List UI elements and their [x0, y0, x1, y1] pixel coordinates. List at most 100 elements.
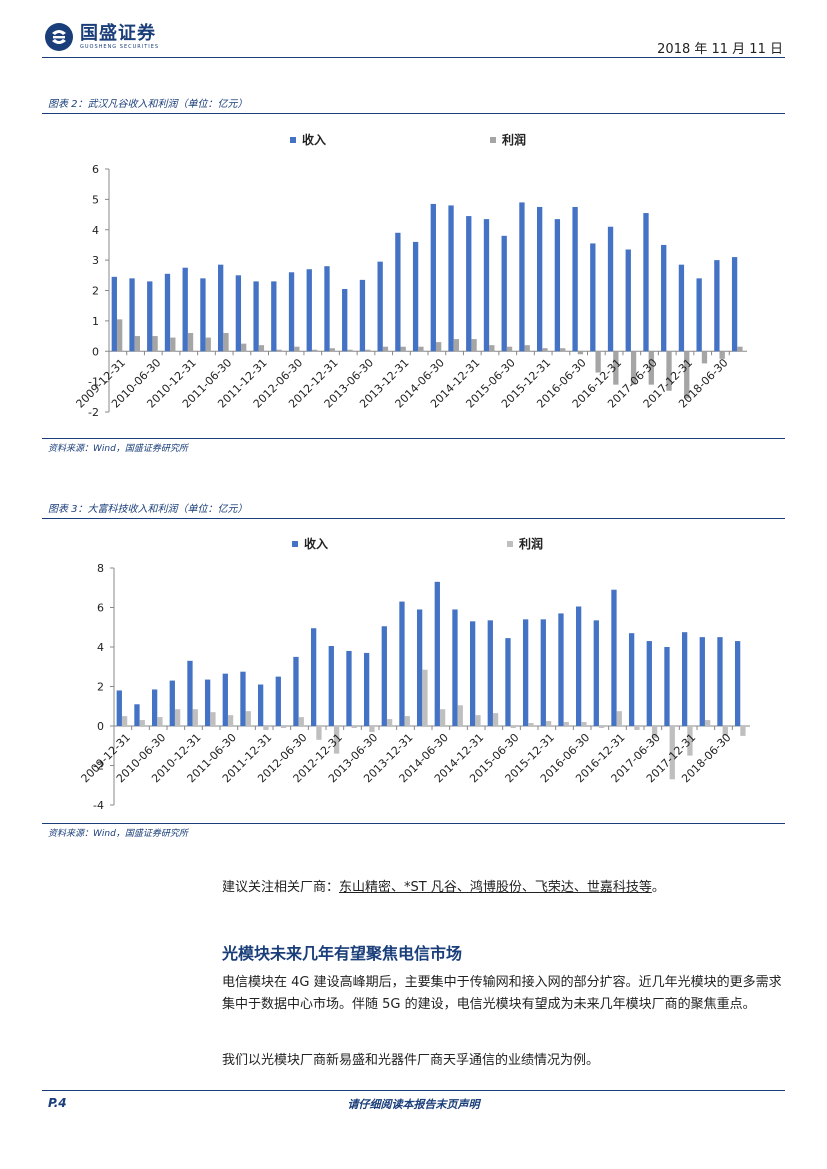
- profit-bar: [139, 720, 145, 726]
- profit-bar: [634, 726, 640, 730]
- profit-bar: [577, 351, 584, 355]
- revenue-bar: [664, 647, 670, 726]
- profit-bar: [475, 715, 481, 726]
- profit-bar: [595, 351, 601, 373]
- recommend-prefix: 建议关注相关厂商：: [222, 880, 340, 895]
- y-tick-label: -4: [93, 799, 104, 812]
- legend-label-1: 收入: [304, 536, 328, 551]
- profit-bar: [581, 722, 587, 726]
- revenue-bar: [377, 261, 383, 352]
- revenue-bar: [628, 633, 635, 726]
- profit-bar: [471, 339, 477, 352]
- profit-bar: [719, 351, 725, 359]
- profit-bar: [404, 716, 410, 726]
- profit-bar: [684, 351, 690, 399]
- profit-bar: [545, 721, 552, 726]
- profit-bar: [258, 345, 265, 352]
- revenue-bar: [430, 203, 436, 352]
- y-tick-label: 0: [97, 720, 104, 733]
- recommend-suffix: 。: [651, 880, 665, 895]
- profit-bar: [369, 726, 375, 732]
- profit-bar: [116, 319, 123, 352]
- profit-bar: [737, 346, 743, 352]
- legend-swatch-2: [490, 137, 496, 143]
- revenue-bar: [363, 652, 370, 726]
- revenue-bar: [558, 613, 564, 726]
- legend-swatch-1: [292, 541, 298, 547]
- profit-bar: [651, 726, 658, 738]
- revenue-bar: [222, 673, 228, 726]
- profit-bar: [157, 717, 163, 726]
- profit-bar: [386, 719, 393, 726]
- section-title: 光模块未来几年有望聚焦电信市场: [222, 944, 463, 963]
- revenue-bar: [501, 235, 507, 352]
- profit-bar: [598, 726, 605, 728]
- revenue-bar: [416, 609, 423, 726]
- legend-swatch-1: [290, 137, 296, 143]
- profit-bar: [453, 339, 460, 352]
- figure3-source: 资料来源：Wind，国盛证券研究所: [48, 829, 188, 839]
- profit-bar: [704, 720, 711, 726]
- y-tick-label: 2: [97, 681, 104, 694]
- profit-bar: [316, 726, 322, 740]
- profit-bar: [134, 336, 141, 352]
- profit-bar: [422, 669, 428, 726]
- revenue-bar: [696, 278, 702, 352]
- revenue-bar: [324, 266, 330, 352]
- profit-bar: [311, 349, 318, 352]
- profit-bar: [542, 348, 548, 352]
- revenue-bar: [187, 660, 193, 726]
- profit-bar: [528, 723, 534, 726]
- profit-bar: [560, 348, 566, 352]
- profit-bar: [439, 709, 446, 726]
- profit-bar: [223, 333, 229, 352]
- figure3-title: 图表 3：大富科技收入和利润（单位：亿元）: [48, 504, 248, 515]
- revenue-bar: [346, 650, 352, 726]
- profit-bar: [333, 726, 340, 754]
- revenue-bar: [381, 626, 387, 726]
- profit-bar: [121, 716, 128, 726]
- revenue-bar: [271, 281, 277, 352]
- y-tick-label: 0: [92, 345, 99, 358]
- profit-bar: [298, 717, 304, 726]
- report-date: 2018 年 11 月 11 日: [657, 42, 783, 57]
- revenue-bar: [714, 260, 720, 352]
- revenue-bar: [200, 278, 206, 352]
- profit-bar: [280, 726, 287, 728]
- profit-bar: [170, 337, 176, 352]
- paragraph-1: 电信模块在 4G 建设高峰期后，主要集中于传输网和接入网的部分扩容。近几年光模块…: [222, 975, 782, 1012]
- profit-bar: [205, 337, 211, 352]
- revenue-bar: [204, 679, 211, 726]
- revenue-bar: [275, 676, 281, 726]
- y-tick-label: -1: [88, 376, 99, 389]
- profit-bar: [492, 713, 499, 726]
- revenue-bar: [554, 219, 561, 352]
- revenue-bar: [395, 232, 401, 352]
- revenue-bar: [734, 641, 741, 726]
- revenue-bar: [466, 216, 472, 352]
- figure3-top-rule: [42, 518, 785, 519]
- profit-bar: [351, 726, 357, 728]
- profit-bar: [630, 351, 637, 385]
- revenue-bar: [699, 637, 705, 726]
- revenue-bar: [519, 202, 525, 352]
- profit-bar: [174, 709, 181, 726]
- profit-bar: [457, 705, 463, 726]
- profit-bar: [192, 709, 198, 726]
- revenue-bar: [540, 619, 546, 726]
- revenue-bar: [134, 704, 140, 726]
- profit-bar: [365, 349, 371, 352]
- revenue-bar: [169, 680, 175, 726]
- profit-bar: [510, 726, 516, 728]
- revenue-bar: [522, 619, 529, 726]
- recommend-list: 东山精密、*ST 凡谷、鸿博股份、飞荣达、世嘉科技等: [339, 880, 652, 895]
- y-tick-label: 1: [92, 315, 99, 328]
- profit-bar: [489, 345, 495, 352]
- revenue-bar: [399, 601, 405, 726]
- profit-bar: [506, 346, 513, 352]
- revenue-bar: [536, 206, 543, 352]
- revenue-bar: [483, 219, 490, 352]
- profit-bar: [152, 336, 158, 352]
- revenue-bar: [717, 637, 723, 726]
- profit-bar: [210, 712, 216, 726]
